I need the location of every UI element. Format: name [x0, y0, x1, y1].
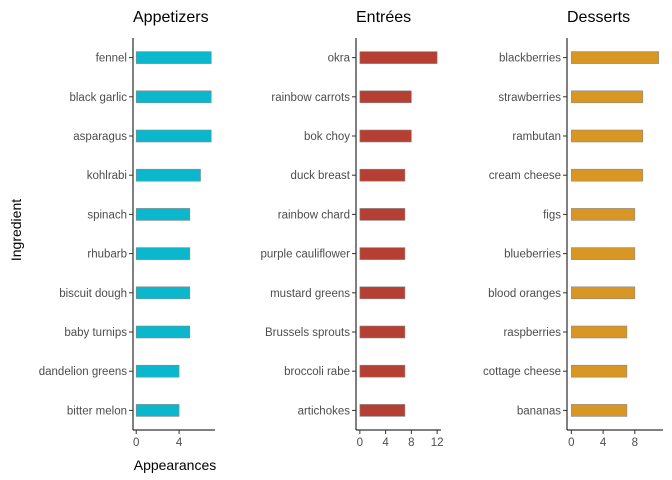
- category-label: blood oranges: [488, 288, 561, 300]
- bar: [571, 286, 636, 300]
- category-label: cream cheese: [489, 170, 561, 182]
- x-tick-label: 0: [133, 437, 139, 449]
- x-tick-label: 4: [382, 437, 389, 449]
- bar: [571, 325, 628, 339]
- x-tick-label: 0: [568, 437, 574, 449]
- category-label: asparagus: [73, 131, 127, 143]
- category-label: okra: [328, 53, 351, 65]
- category-label: fennel: [96, 53, 127, 65]
- bar: [135, 208, 191, 221]
- x-tick-label: 12: [431, 437, 444, 449]
- category-label: Brussels sprouts: [265, 327, 350, 339]
- bar: [571, 51, 659, 64]
- panel-2: Desserts blackberries strawberries rambutan…: [483, 9, 663, 449]
- x-axis-title: Appearances: [134, 457, 217, 473]
- panel-title: Appetizers: [133, 9, 209, 26]
- bar: [359, 247, 406, 260]
- panel-1: Entrées okra rainbow carrots bok choy duck b…: [261, 9, 444, 449]
- bar: [135, 325, 191, 339]
- category-label: bananas: [517, 405, 561, 417]
- bar: [571, 404, 628, 417]
- category-label: baby turnips: [64, 327, 127, 339]
- category-label: rainbow carrots: [271, 92, 350, 104]
- category-label: rhubarb: [87, 249, 127, 261]
- category-label: blackberries: [499, 53, 561, 65]
- x-tick-label: 4: [176, 437, 183, 449]
- category-label: figs: [543, 209, 561, 221]
- bar: [135, 286, 191, 300]
- bar: [135, 129, 212, 143]
- bar: [359, 286, 406, 300]
- x-tick-label: 8: [632, 437, 638, 449]
- category-label: broccoli rabe: [284, 366, 350, 378]
- bar: [359, 404, 406, 417]
- bar: [135, 247, 191, 260]
- category-label: blueberries: [504, 249, 561, 261]
- category-label: black garlic: [69, 92, 127, 104]
- bar: [359, 168, 406, 182]
- x-tick-label: 4: [600, 437, 607, 449]
- chart-panels: Appetizers fennel black garlic asparagus koh…: [39, 9, 663, 449]
- category-label: raspberries: [503, 327, 561, 339]
- category-label: rainbow chard: [278, 209, 350, 221]
- bar: [571, 90, 644, 104]
- category-label: cottage cheese: [483, 366, 561, 378]
- bar: [359, 129, 412, 143]
- category-label: kohlrabi: [87, 170, 127, 182]
- category-label: strawberries: [498, 92, 561, 104]
- bar: [135, 364, 180, 378]
- bar: [571, 129, 644, 143]
- panel-title: Desserts: [567, 9, 630, 26]
- bar: [571, 168, 644, 182]
- x-tick-label: 0: [357, 437, 363, 449]
- panel-0: Appetizers fennel black garlic asparagus koh…: [39, 9, 215, 449]
- category-label: spinach: [87, 209, 127, 221]
- category-label: bitter melon: [67, 405, 127, 417]
- bar: [571, 208, 636, 221]
- category-label: artichokes: [298, 405, 351, 417]
- panel-title: Entrées: [356, 9, 411, 26]
- bar: [359, 208, 406, 221]
- category-label: duck breast: [291, 170, 351, 182]
- category-label: purple cauliflower: [261, 249, 351, 261]
- bar: [135, 404, 180, 417]
- x-tick-label: 8: [408, 437, 414, 449]
- bar: [571, 364, 628, 378]
- bar: [135, 51, 212, 64]
- bar: [359, 364, 406, 378]
- bar: [359, 325, 406, 339]
- bar: [135, 90, 212, 104]
- bar: [359, 90, 412, 104]
- bar: [359, 51, 438, 64]
- category-label: bok choy: [304, 131, 350, 143]
- category-label: rambutan: [512, 131, 561, 143]
- category-label: mustard greens: [270, 288, 350, 300]
- category-label: dandelion greens: [39, 366, 127, 378]
- bar: [135, 168, 201, 182]
- y-axis-title: Ingredient: [8, 199, 24, 261]
- category-label: biscuit dough: [59, 288, 127, 300]
- bar: [571, 247, 636, 260]
